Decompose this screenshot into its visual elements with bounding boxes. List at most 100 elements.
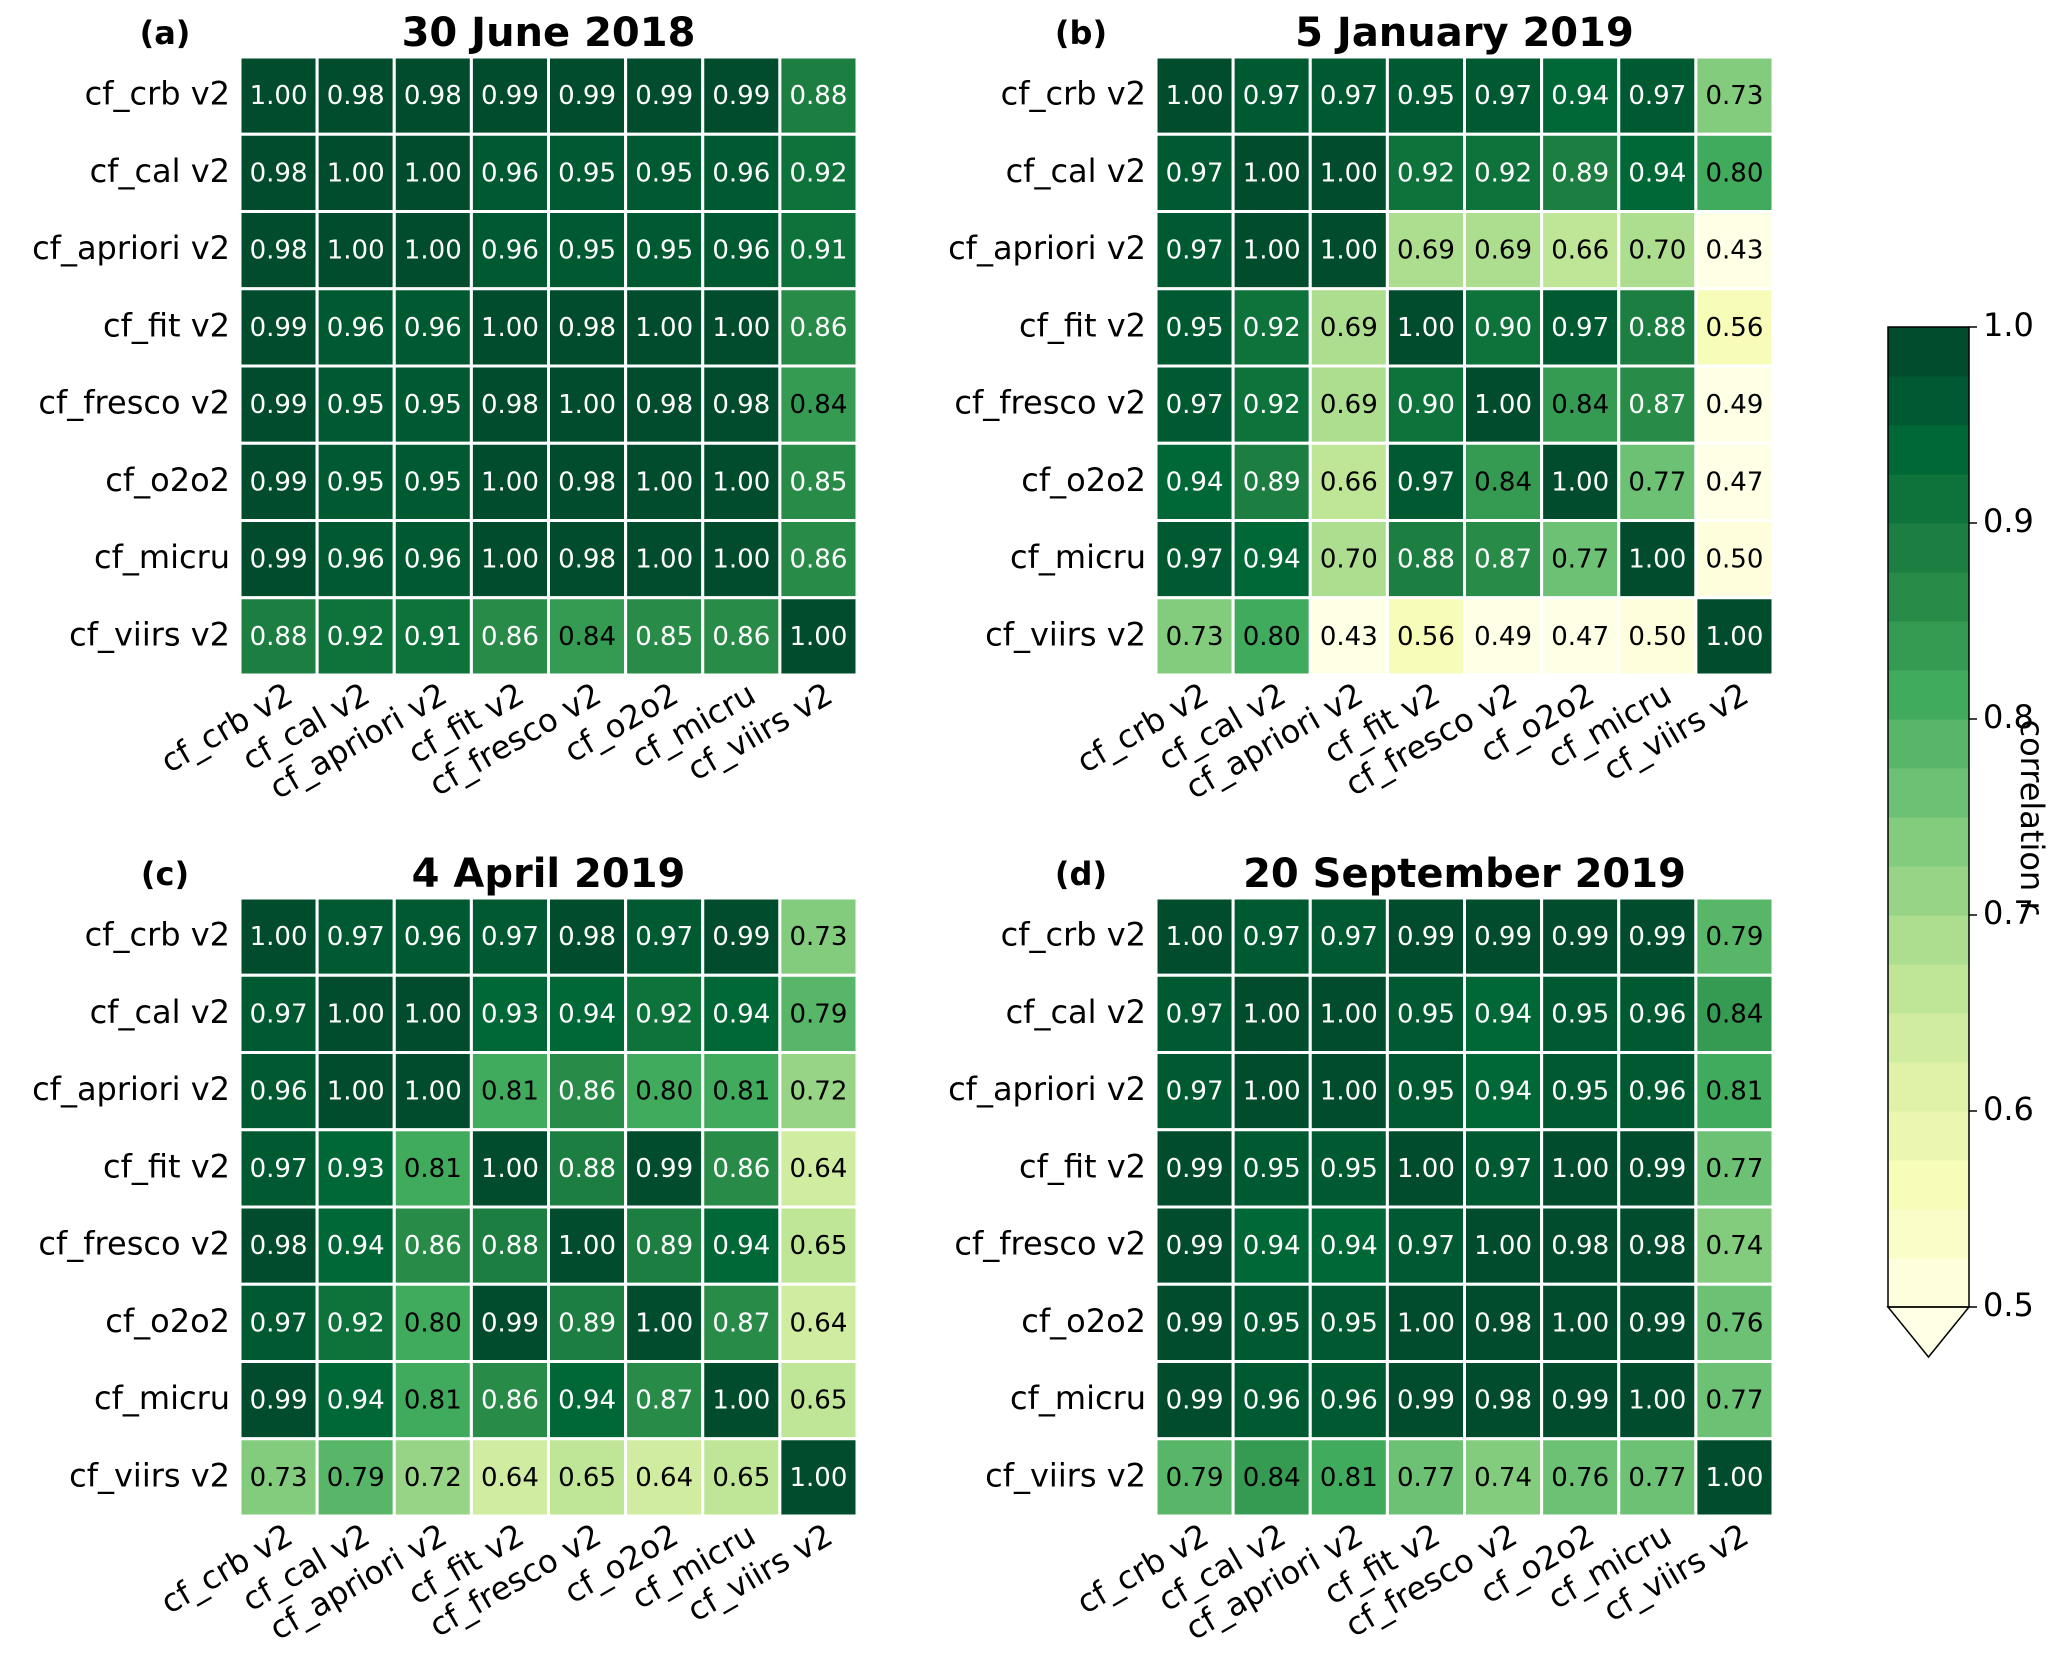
cell-label: 0.99 <box>481 1308 539 1338</box>
cell-label: 0.99 <box>635 1154 693 1184</box>
heatmap-cell <box>469 596 550 677</box>
heatmap-cell <box>1694 519 1775 600</box>
cell-label: 0.96 <box>1628 1077 1686 1107</box>
heatmap-cell <box>1231 1282 1312 1363</box>
cell-label: 0.84 <box>558 622 616 652</box>
cell-label: 0.98 <box>250 158 308 188</box>
cell-label: 0.99 <box>250 313 308 343</box>
cell-label: 0.95 <box>1320 1308 1378 1338</box>
colorbar-label: correlation r <box>2013 719 2051 915</box>
cell-label: 0.98 <box>250 1231 308 1261</box>
heatmap-cell <box>1154 973 1235 1054</box>
heatmap-cell <box>238 519 319 600</box>
cell-label: 0.92 <box>327 622 385 652</box>
heatmap-cell <box>238 1360 319 1441</box>
cell-label: 0.81 <box>1320 1463 1378 1493</box>
heatmap-cell <box>1617 1282 1698 1363</box>
cell-label: 0.47 <box>1705 467 1763 497</box>
cell-label: 0.96 <box>712 236 770 266</box>
heatmap-cell <box>1308 519 1389 600</box>
y-tick-label: cf_viirs v2 <box>69 615 230 653</box>
cell-label: 0.43 <box>1320 622 1378 652</box>
heatmap-cell <box>1308 1128 1389 1209</box>
cell-label: 0.98 <box>404 81 462 111</box>
heatmap-cell <box>315 519 396 600</box>
cell-label: 0.73 <box>1705 81 1763 111</box>
panel-label: (d) <box>1055 855 1107 893</box>
cell-label: 0.97 <box>1243 922 1301 952</box>
cell-label: 0.93 <box>481 999 539 1029</box>
cell-label: 0.79 <box>1166 1463 1224 1493</box>
y-tick-label: cf_cal v2 <box>1006 993 1146 1031</box>
heatmap-cell <box>1540 1282 1621 1363</box>
cell-label: 0.97 <box>1397 1231 1455 1261</box>
chart-title: 20 September 2019 <box>1243 851 1686 897</box>
cell-label: 1.00 <box>404 1077 462 1107</box>
cell-label: 0.96 <box>404 922 462 952</box>
cell-label: 0.89 <box>635 1231 693 1261</box>
cell-label: 0.43 <box>1705 236 1763 266</box>
colorbar-band <box>1888 474 1969 524</box>
cell-label: 0.97 <box>1397 467 1455 497</box>
cell-label: 0.92 <box>1397 158 1455 188</box>
cell-label: 0.96 <box>712 158 770 188</box>
heatmap-cell <box>778 132 859 213</box>
heatmap-cell <box>778 596 859 677</box>
cell-label: 0.97 <box>1166 158 1224 188</box>
cell-label: 0.94 <box>1551 81 1609 111</box>
cell-label: 0.81 <box>404 1154 462 1184</box>
colorbar-tick-label: 0.9 <box>1983 502 2034 540</box>
heatmap-cell <box>1463 596 1544 677</box>
heatmap-cell <box>1385 55 1466 136</box>
cell-label: 0.80 <box>1243 622 1301 652</box>
heatmap-cell <box>392 1437 473 1518</box>
colorbar-tick-label: 0.8 <box>1983 698 2034 736</box>
cell-label: 0.88 <box>558 1154 616 1184</box>
cell-label: 0.87 <box>712 1308 770 1338</box>
heatmap-cell <box>1154 1437 1235 1518</box>
cell-label: 0.80 <box>635 1077 693 1107</box>
cell-label: 1.00 <box>1166 81 1224 111</box>
heatmap-cell <box>547 364 628 445</box>
heatmap-cell <box>624 1282 705 1363</box>
heatmap-cell <box>1540 364 1621 445</box>
cell-label: 0.95 <box>404 467 462 497</box>
cell-label: 0.81 <box>481 1077 539 1107</box>
cell-label: 0.77 <box>1705 1154 1763 1184</box>
cell-label: 0.97 <box>1243 81 1301 111</box>
heatmap-cell <box>1308 1205 1389 1286</box>
cell-label: 0.69 <box>1474 236 1532 266</box>
cell-label: 1.00 <box>635 1308 693 1338</box>
panel-label: (c) <box>141 855 189 893</box>
y-tick-label: cf_o2o2 <box>105 461 230 499</box>
cell-label: 0.86 <box>404 1231 462 1261</box>
cell-label: 0.96 <box>1628 999 1686 1029</box>
cell-label: 0.99 <box>1628 1308 1686 1338</box>
heatmap-cell <box>1385 441 1466 522</box>
y-tick-label: cf_apriori v2 <box>948 229 1146 267</box>
cell-label: 0.77 <box>1628 467 1686 497</box>
cell-label: 0.69 <box>1320 313 1378 343</box>
heatmap-cell <box>1617 287 1698 368</box>
cell-label: 0.72 <box>404 1463 462 1493</box>
cell-label: 0.99 <box>1474 922 1532 952</box>
cell-label: 0.99 <box>250 1386 308 1416</box>
heatmap-cell <box>469 1360 550 1441</box>
cell-label: 0.91 <box>789 236 847 266</box>
heatmap-cell <box>624 519 705 600</box>
colorbar-band <box>1888 1209 1969 1259</box>
y-tick-label: cf_fit v2 <box>1019 306 1146 344</box>
y-tick-label: cf_fresco v2 <box>38 384 230 422</box>
heatmap-cell <box>1463 1282 1544 1363</box>
colorbar-band <box>1888 523 1969 573</box>
heatmap-cell <box>1694 210 1775 291</box>
heatmap-cell <box>1154 287 1235 368</box>
heatmap-cell <box>624 55 705 136</box>
cell-label: 1.00 <box>1628 545 1686 575</box>
cell-label: 0.84 <box>1705 999 1763 1029</box>
cell-label: 0.84 <box>1243 1463 1301 1493</box>
heatmap-cell <box>238 596 319 677</box>
cell-label: 0.98 <box>1551 1231 1609 1261</box>
heatmap-cell <box>1308 132 1389 213</box>
heatmap-cell <box>547 1437 628 1518</box>
